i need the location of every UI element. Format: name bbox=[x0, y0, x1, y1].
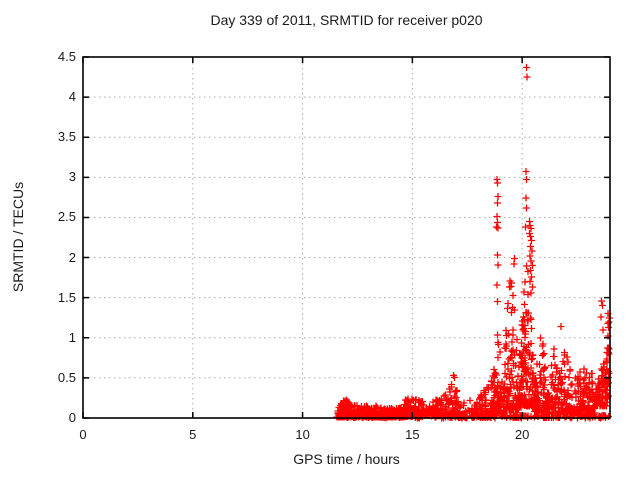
x-tick-label: 15 bbox=[405, 427, 420, 442]
y-tick-label: 0.5 bbox=[57, 369, 76, 385]
x-tick-label: 20 bbox=[514, 427, 530, 442]
y-tick-label: 3.5 bbox=[57, 129, 76, 145]
x-tick-label: 10 bbox=[295, 427, 310, 442]
y-tick-label: 2 bbox=[68, 249, 76, 265]
x-tick-label: 0 bbox=[79, 427, 87, 442]
y-tick-label: 1 bbox=[68, 329, 76, 345]
y-tick-label: 4.5 bbox=[57, 49, 76, 64]
y-tick-label: 0 bbox=[68, 410, 76, 425]
y-tick-label: 3 bbox=[68, 169, 76, 185]
chart-title: Day 339 of 2011, SRMTID for receiver p02… bbox=[210, 12, 483, 28]
plot-border bbox=[82, 56, 611, 419]
y-tick-label: 1.5 bbox=[57, 289, 76, 305]
y-tick-label: 4 bbox=[68, 89, 76, 105]
scatter-points bbox=[333, 64, 613, 422]
y-axis-label: SRMTID / TECUs bbox=[10, 181, 26, 293]
y-tick-label: 2.5 bbox=[57, 209, 76, 225]
x-tick-label: 5 bbox=[189, 427, 197, 442]
x-axis-label: GPS time / hours bbox=[293, 451, 400, 467]
